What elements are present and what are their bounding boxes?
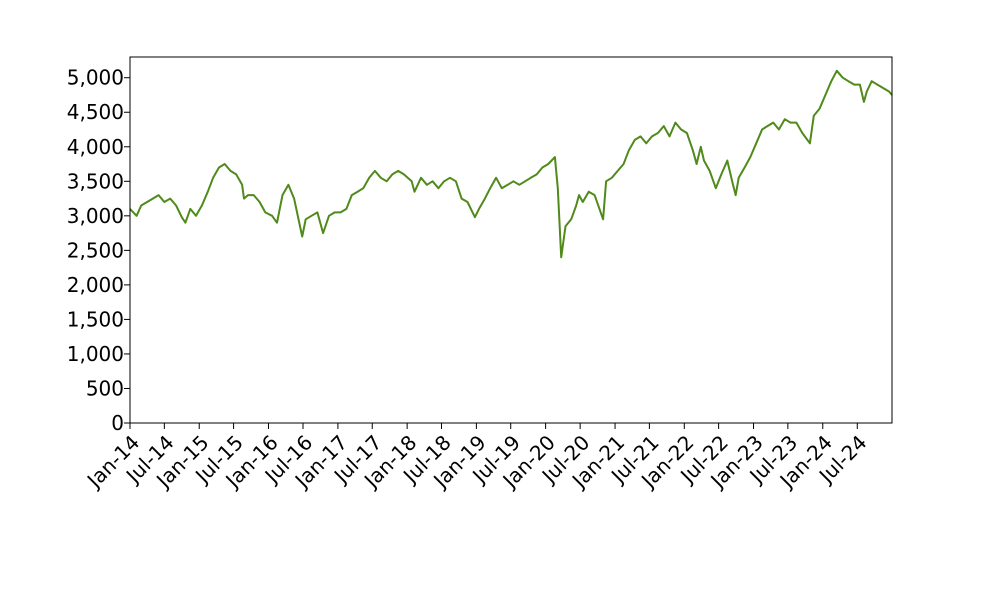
- plot-area: [130, 57, 892, 423]
- y-tick-label: 500: [86, 376, 124, 400]
- y-tick-label: 1,500: [67, 307, 124, 331]
- y-tick-label: 1,000: [67, 342, 124, 366]
- y-tick-label: 0: [111, 411, 124, 435]
- y-tick-label: 3,500: [67, 169, 124, 193]
- y-tick-label: 5,000: [67, 66, 124, 90]
- y-tick-label: 4,500: [67, 100, 124, 124]
- y-tick-label: 2,000: [67, 273, 124, 297]
- y-tick-label: 4,000: [67, 135, 124, 159]
- y-axis: 0 500 1,000 1,500 2,000 2,500 3,000 3,500 4,000 4…: [67, 66, 130, 435]
- series-line: [129, 69, 893, 259]
- x-axis: Jan-14Jul-14Jan-15Jul-15Jan-16Jul-16Jan-…: [81, 423, 872, 494]
- y-tick-label: 2,500: [67, 238, 124, 262]
- series-layer: [129, 69, 893, 259]
- plot-frame: [129, 56, 893, 424]
- y-tick-label: 3,000: [67, 204, 124, 228]
